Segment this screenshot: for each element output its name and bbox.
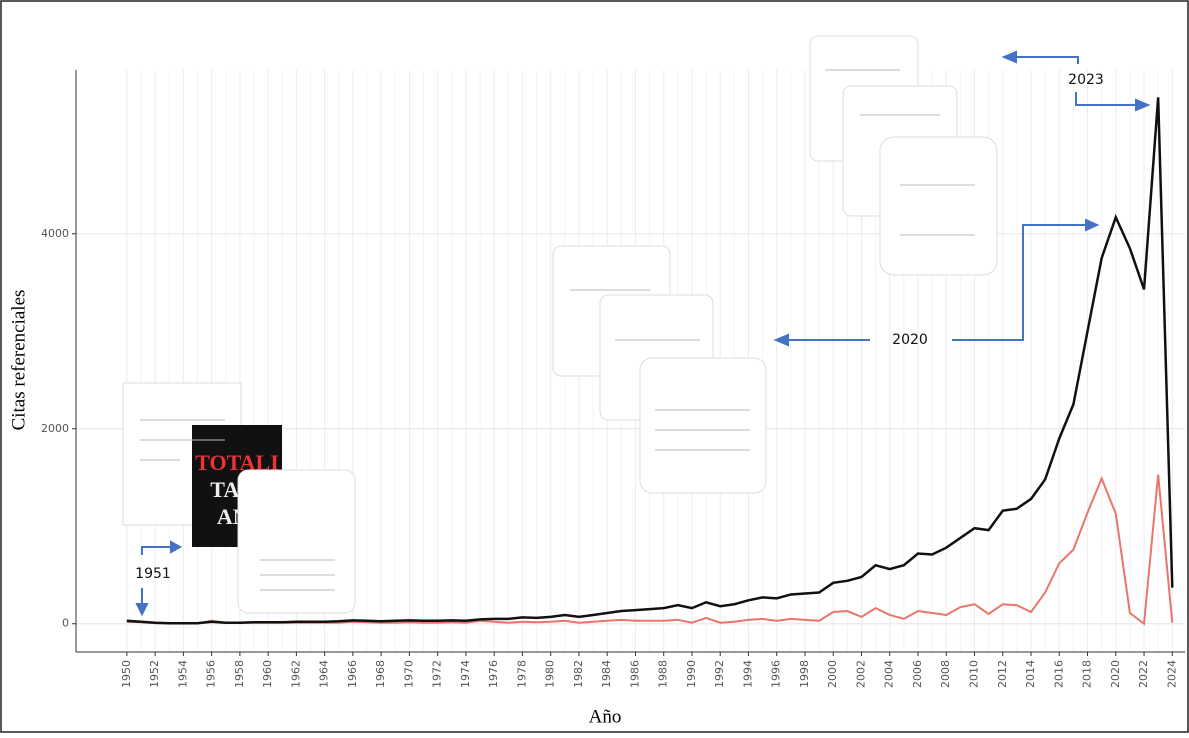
y-axis-title: Citas referenciales	[8, 290, 29, 431]
x-tick-label: 1986	[628, 660, 641, 688]
document-thumbnails: TOTALI TARI ANI	[122, 35, 998, 614]
line-series	[126, 97, 1174, 625]
x-tick-label: 2004	[883, 660, 896, 688]
x-tick-label: 2002	[854, 660, 867, 688]
x-tick-label: 1950	[120, 660, 133, 688]
y-tick-label: 2000	[41, 422, 69, 435]
x-tick-label: 1988	[657, 660, 670, 688]
annotation: 2023	[1068, 72, 1104, 88]
x-tick-label: 2024	[1165, 660, 1178, 688]
x-tick-label: 2016	[1052, 660, 1065, 688]
x-tick-label: 1964	[318, 660, 331, 688]
x-tick-label: 1956	[205, 660, 218, 688]
x-tick-label: 1984	[600, 660, 613, 688]
x-tick-label: 1990	[685, 660, 698, 688]
x-tick-label: 1970	[402, 660, 415, 688]
annotation: 1951	[135, 566, 171, 582]
x-tick-label: 2020	[1109, 660, 1122, 688]
x-tick-label: 1972	[431, 660, 444, 688]
x-tick-label: 1982	[572, 660, 585, 688]
x-tick-label: 1976	[487, 660, 500, 688]
x-tick-label: 1978	[515, 660, 528, 688]
x-tick-label: 2018	[1081, 660, 1094, 688]
y-tick-label: 4000	[41, 227, 69, 240]
x-tick-label: 1974	[459, 660, 472, 688]
x-tick-label: 2022	[1137, 660, 1150, 688]
x-tick-label: 1960	[261, 660, 274, 688]
x-tick-label: 1980	[544, 660, 557, 688]
x-axis-title: Año	[589, 706, 622, 727]
x-tick-label: 1962	[289, 660, 302, 688]
annotation: 2020	[892, 332, 928, 348]
x-tick-label: 1958	[233, 660, 246, 688]
x-tick-label: 1954	[176, 660, 189, 688]
x-tick-label: 1968	[374, 660, 387, 688]
x-tick-label: 2012	[996, 660, 1009, 688]
x-tick-label: 1994	[741, 660, 754, 688]
x-tick-label: 1996	[770, 660, 783, 688]
x-tick-label: 1952	[148, 660, 161, 688]
x-tick-label: 2014	[1024, 660, 1037, 688]
x-tick-label: 1966	[346, 660, 359, 688]
annotation-arrows	[135, 50, 1151, 617]
x-tick-label: 1992	[713, 660, 726, 688]
x-tick-label: 2006	[911, 660, 924, 688]
x-tick-label: 2008	[939, 660, 952, 688]
y-tick-label: 0	[62, 617, 69, 630]
x-tick-label: 1998	[798, 660, 811, 688]
x-tick-label: 2000	[826, 660, 839, 688]
x-tick-label: 2010	[968, 660, 981, 688]
